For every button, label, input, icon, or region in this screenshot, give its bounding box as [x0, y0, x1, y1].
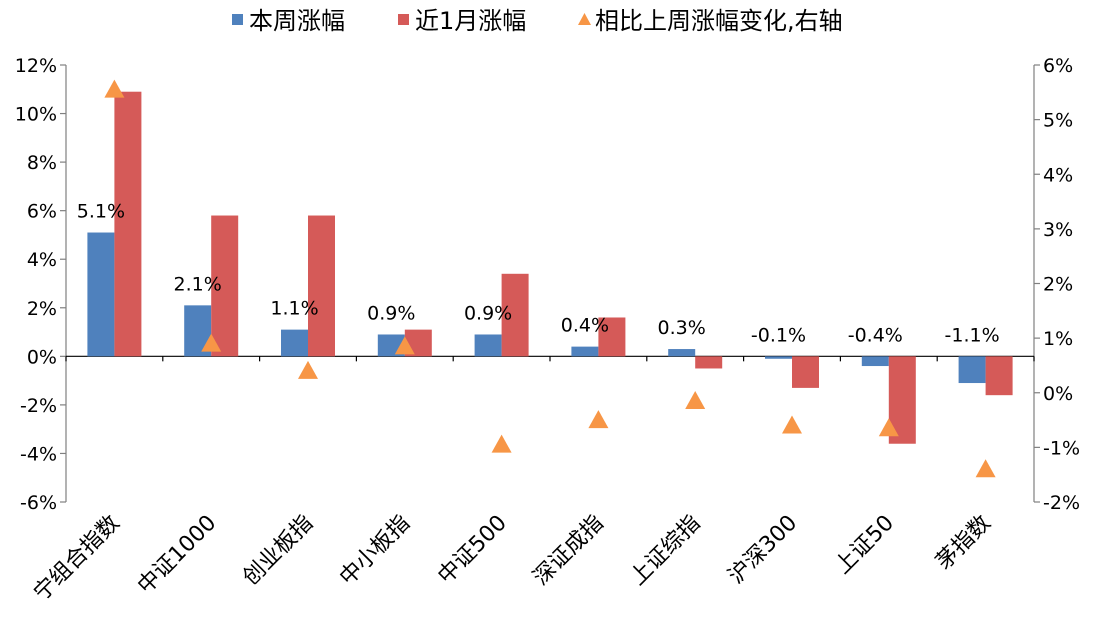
- data-label: 0.9%: [464, 302, 512, 324]
- data-label: 5.1%: [77, 201, 125, 223]
- category-label: 中小板指: [335, 511, 415, 591]
- bar-monthly: [501, 273, 529, 357]
- bar-monthly: [598, 317, 626, 357]
- marker-change: [782, 415, 802, 434]
- bar-monthly: [695, 356, 723, 369]
- marker-change: [394, 336, 415, 355]
- left-tick-label: -2%: [20, 395, 57, 417]
- legend-label-0: 本周涨幅: [249, 7, 345, 35]
- left-tick-label: 0%: [27, 346, 57, 368]
- bar-monthly: [211, 215, 239, 357]
- bar-weekly: [958, 356, 986, 384]
- category-label: 茅指数: [931, 511, 995, 575]
- data-label: 0.9%: [367, 302, 415, 324]
- right-tick-label: 5%: [1043, 110, 1073, 132]
- data-label: 1.1%: [270, 298, 318, 320]
- left-tick-label: 4%: [27, 249, 57, 271]
- axes: -6% -4% -2% 0% 2% 4% 6% 8% 10% 12% -2% -1% 0% 1% 2% 3% 4…: [15, 55, 1080, 606]
- marker-change: [491, 434, 512, 453]
- bar-monthly: [114, 91, 142, 357]
- right-tick-label: 1%: [1043, 328, 1073, 350]
- data-label: 0.4%: [561, 315, 609, 337]
- data-label: 0.3%: [658, 317, 706, 339]
- right-tick-label: 2%: [1043, 274, 1073, 296]
- category-label: 宁组合指数: [29, 511, 124, 606]
- marker-change: [878, 418, 899, 437]
- bar-weekly: [668, 349, 696, 357]
- marker-change: [201, 333, 222, 352]
- data-label: -1.1%: [945, 324, 1000, 346]
- left-tick-label: -6%: [20, 492, 57, 514]
- left-tick-label: 6%: [27, 201, 57, 223]
- category-label: 深证成指: [529, 511, 609, 591]
- data-label: -0.1%: [751, 324, 806, 346]
- bar-monthly: [792, 356, 819, 388]
- bar-monthly: [308, 215, 335, 357]
- marker-change: [298, 360, 318, 379]
- right-tick-label: 6%: [1043, 55, 1073, 77]
- right-tick-label: 4%: [1043, 164, 1073, 186]
- data-label: 2.1%: [174, 273, 222, 295]
- legend-triangle-icon: [578, 13, 591, 25]
- marker-change: [975, 459, 996, 478]
- right-tick-label: 3%: [1043, 219, 1073, 241]
- data-label: -0.4%: [848, 324, 903, 346]
- bar-weekly: [87, 232, 115, 357]
- right-tick-label: -2%: [1043, 492, 1080, 514]
- legend-label-2: 相比上周涨幅变化,右轴: [595, 7, 843, 35]
- bar-weekly: [281, 329, 308, 357]
- bars: [87, 91, 1013, 444]
- bar-weekly: [765, 356, 792, 359]
- category-label: 创业板指: [238, 511, 318, 591]
- bar-weekly: [571, 346, 599, 357]
- category-label: 中证1000: [133, 511, 221, 599]
- legend: 本周涨幅 近1月涨幅 相比上周涨幅变化,右轴: [232, 7, 843, 35]
- left-tick-label: 8%: [27, 152, 57, 174]
- category-label: 上证50: [830, 511, 899, 580]
- legend-swatch-1: [398, 14, 409, 25]
- legend-label-1: 近1月涨幅: [415, 7, 526, 35]
- legend-swatch-0: [232, 14, 243, 25]
- data-labels: 5.1% 2.1% 1.1% 0.9% 0.9% 0.4% 0.3% -0.1% -0.4% -1…: [77, 201, 1000, 347]
- marker-change: [588, 410, 609, 429]
- marker-change: [104, 79, 125, 98]
- left-tick-label: 12%: [15, 55, 57, 77]
- right-tick-label: 0%: [1043, 383, 1073, 405]
- left-tick-label: -4%: [20, 443, 57, 465]
- left-tick-label: 2%: [27, 298, 57, 320]
- marker-change: [685, 390, 706, 409]
- bar-weekly: [861, 356, 889, 367]
- markers: [104, 79, 996, 478]
- bar-weekly: [474, 334, 502, 357]
- left-tick-label: 10%: [15, 104, 57, 126]
- right-tick-label: -1%: [1043, 437, 1080, 459]
- category-label: 上证综指: [626, 511, 706, 591]
- bar-monthly: [985, 356, 1013, 396]
- category-label: 中证500: [433, 511, 511, 589]
- category-label: 沪深300: [724, 511, 802, 589]
